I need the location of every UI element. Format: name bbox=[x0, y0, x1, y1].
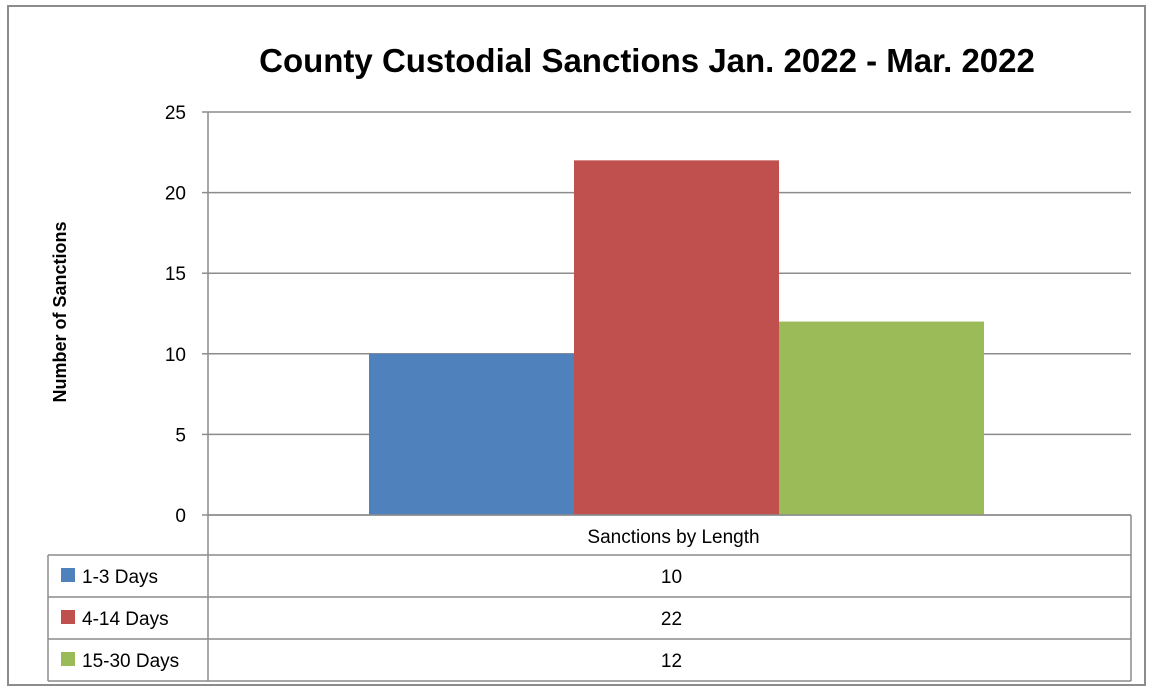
y-tick-label: 0 bbox=[175, 506, 186, 527]
y-tick-label: 25 bbox=[165, 103, 186, 124]
data-value: 12 bbox=[661, 651, 682, 672]
y-tick-label: 20 bbox=[165, 184, 186, 205]
chart-title: County Custodial Sanctions Jan. 2022 - M… bbox=[259, 42, 1035, 79]
y-tick-label: 15 bbox=[165, 264, 186, 285]
legend-label: 15-30 Days bbox=[82, 651, 179, 672]
legend-label: 1-3 Days bbox=[82, 567, 158, 588]
legend-key bbox=[61, 568, 75, 582]
category-label: Sanctions by Length bbox=[587, 527, 759, 548]
data-value: 22 bbox=[661, 609, 682, 630]
legend-label: 4-14 Days bbox=[82, 609, 169, 630]
legend-key bbox=[61, 610, 75, 624]
data-value: 10 bbox=[661, 567, 682, 588]
legend-key bbox=[61, 652, 75, 666]
y-axis-label: Number of Sanctions bbox=[50, 221, 70, 402]
bar-4-14-days bbox=[574, 160, 779, 516]
data-table: Sanctions by Length 1-3 Days 10 4-14 Days 22… bbox=[47, 514, 1132, 682]
bars bbox=[369, 160, 984, 516]
y-tick-label: 5 bbox=[175, 425, 186, 446]
y-axis-ticks: 0 5 10 15 20 25 bbox=[165, 103, 186, 527]
y-tick-label: 10 bbox=[165, 345, 186, 366]
bar-1-3-days bbox=[369, 353, 574, 515]
bar-15-30-days bbox=[779, 321, 984, 515]
